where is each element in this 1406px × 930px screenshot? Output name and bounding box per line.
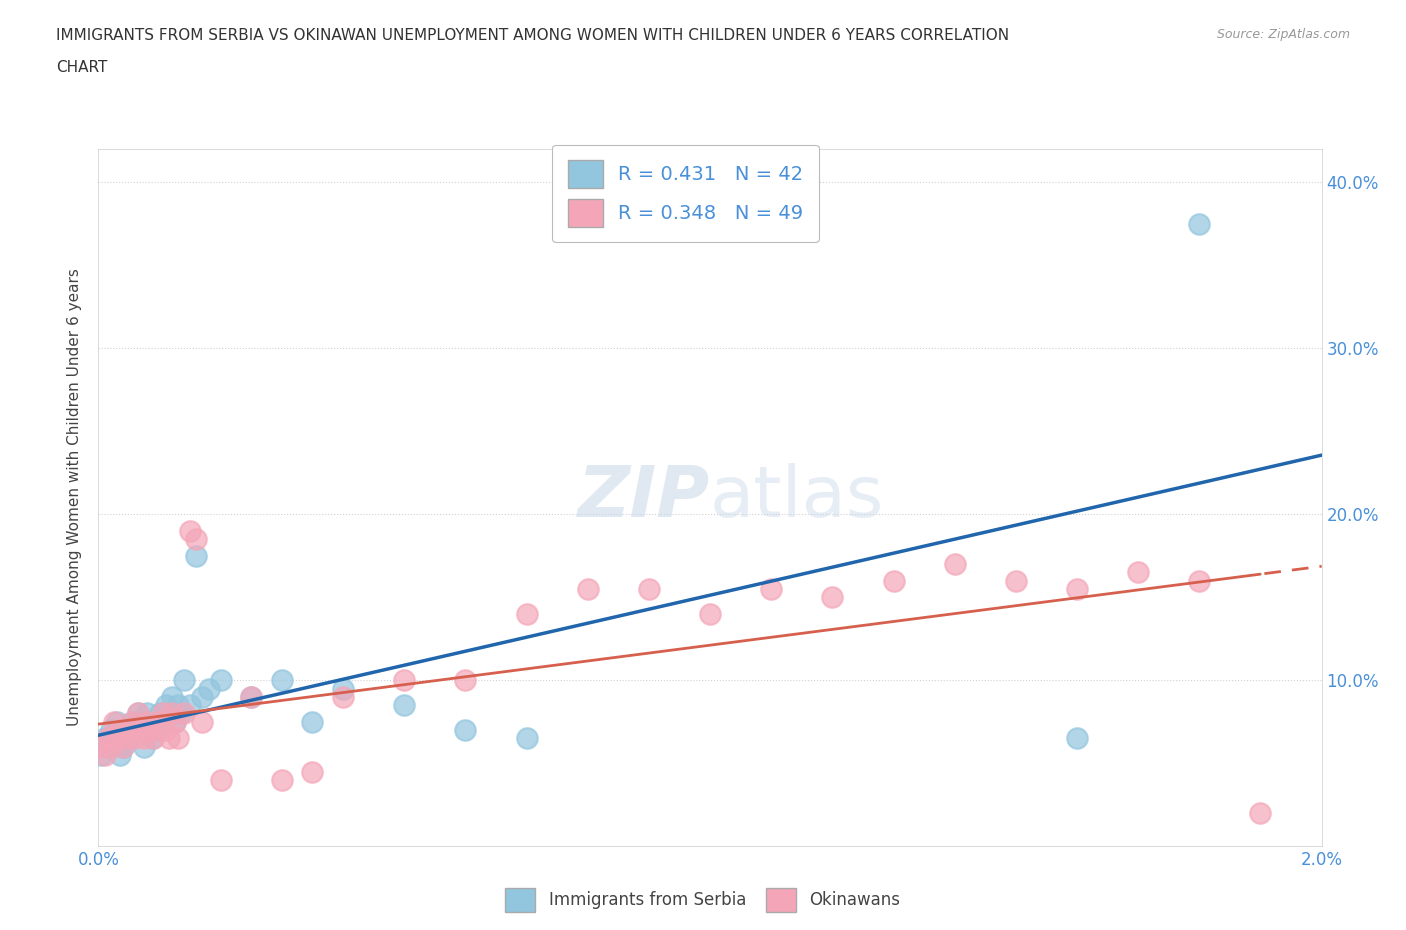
Point <box>127 706 149 721</box>
Text: ZIP: ZIP <box>578 463 710 532</box>
Point <box>139 723 162 737</box>
Point <box>105 714 128 729</box>
Point <box>270 672 294 687</box>
Point <box>129 723 152 737</box>
Text: Source: ZipAtlas.com: Source: ZipAtlas.com <box>1216 28 1350 41</box>
Point <box>155 698 177 712</box>
Text: atlas: atlas <box>710 463 884 532</box>
Point <box>240 689 263 704</box>
Point <box>111 739 134 754</box>
Point <box>163 714 186 729</box>
Point <box>173 706 195 721</box>
Point <box>1188 216 1211 231</box>
Point <box>637 581 661 596</box>
Point <box>516 731 538 746</box>
Point <box>90 748 112 763</box>
Point <box>115 731 138 746</box>
Point <box>100 723 122 737</box>
Point <box>240 689 263 704</box>
Point <box>454 672 477 687</box>
Point <box>209 672 232 687</box>
Point <box>392 698 416 712</box>
Point <box>191 714 214 729</box>
Point <box>179 524 201 538</box>
Point <box>118 731 141 746</box>
Point <box>301 714 323 729</box>
Point <box>134 731 156 746</box>
Point <box>197 681 219 696</box>
Point <box>157 731 180 746</box>
Point <box>209 773 232 788</box>
Point <box>105 731 128 746</box>
Point <box>97 739 120 754</box>
Point <box>136 714 159 729</box>
Point <box>93 731 115 746</box>
Point <box>108 748 131 763</box>
Point <box>301 764 323 779</box>
Point <box>699 606 721 621</box>
Point <box>139 723 162 737</box>
Point <box>136 706 159 721</box>
Point <box>167 731 190 746</box>
Point <box>142 731 165 746</box>
Point <box>149 706 172 721</box>
Point <box>152 706 174 721</box>
Point <box>134 739 156 754</box>
Point <box>121 714 143 729</box>
Point <box>155 723 177 737</box>
Point <box>160 706 183 721</box>
Point <box>179 698 201 712</box>
Point <box>454 723 477 737</box>
Point <box>124 731 146 746</box>
Point <box>1066 581 1088 596</box>
Point <box>1128 565 1150 579</box>
Point <box>1066 731 1088 746</box>
Legend: Immigrants from Serbia, Okinawans: Immigrants from Serbia, Okinawans <box>498 880 908 920</box>
Point <box>883 573 905 588</box>
Text: CHART: CHART <box>56 60 108 75</box>
Point <box>142 731 165 746</box>
Point <box>332 681 354 696</box>
Point <box>170 706 193 721</box>
Point <box>270 773 294 788</box>
Point <box>124 723 146 737</box>
Point <box>186 549 208 564</box>
Y-axis label: Unemployment Among Women with Children Under 6 years: Unemployment Among Women with Children U… <box>67 269 83 726</box>
Point <box>1249 805 1271 820</box>
Point <box>90 739 112 754</box>
Text: IMMIGRANTS FROM SERBIA VS OKINAWAN UNEMPLOYMENT AMONG WOMEN WITH CHILDREN UNDER : IMMIGRANTS FROM SERBIA VS OKINAWAN UNEMP… <box>56 28 1010 43</box>
Point <box>152 714 174 729</box>
Point <box>157 706 180 721</box>
Point <box>943 556 966 571</box>
Point <box>103 731 125 746</box>
Point <box>332 689 354 704</box>
Point <box>103 714 125 729</box>
Point <box>129 714 152 729</box>
Point <box>93 748 115 763</box>
Point <box>392 672 416 687</box>
Point <box>100 739 122 754</box>
Point <box>186 532 208 547</box>
Point <box>115 723 138 737</box>
Point <box>1188 573 1211 588</box>
Point <box>1004 573 1026 588</box>
Point <box>576 581 599 596</box>
Point <box>821 590 844 604</box>
Point <box>118 723 141 737</box>
Point <box>121 714 143 729</box>
Point <box>127 706 149 721</box>
Point <box>111 739 134 754</box>
Point <box>173 672 195 687</box>
Point <box>163 714 186 729</box>
Legend: R = 0.431   N = 42, R = 0.348   N = 49: R = 0.431 N = 42, R = 0.348 N = 49 <box>553 144 818 243</box>
Point <box>97 731 120 746</box>
Point <box>145 723 167 737</box>
Point <box>160 689 183 704</box>
Point <box>759 581 782 596</box>
Point <box>108 723 131 737</box>
Point <box>149 714 172 729</box>
Point <box>167 698 190 712</box>
Point <box>191 689 214 704</box>
Point <box>516 606 538 621</box>
